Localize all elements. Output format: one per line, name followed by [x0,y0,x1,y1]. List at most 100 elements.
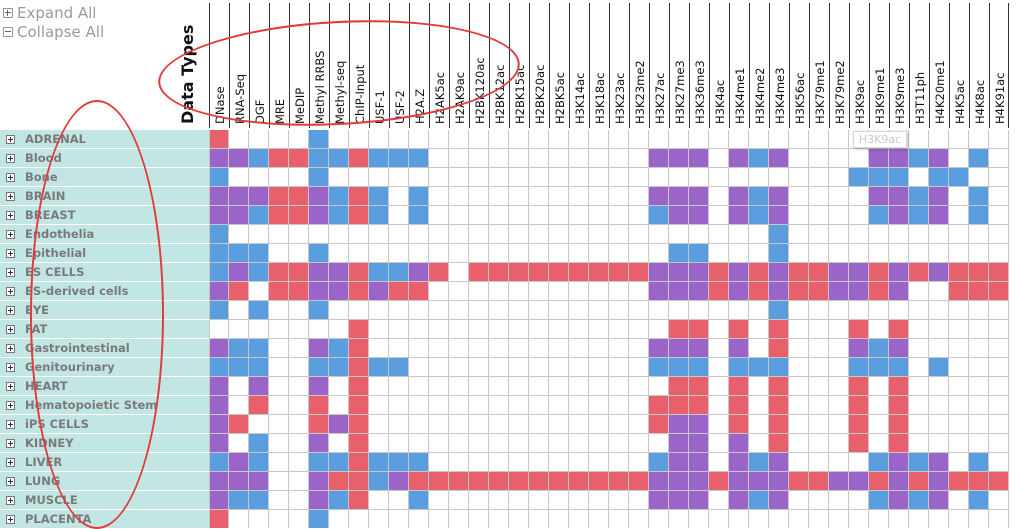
grid-cell[interactable] [689,263,709,282]
grid-cell[interactable] [349,263,369,282]
grid-cell[interactable] [769,301,789,320]
grid-cell[interactable] [229,187,249,206]
grid-cell[interactable] [329,282,349,301]
grid-cell[interactable] [909,491,929,510]
grid-cell[interactable] [349,377,369,396]
grid-cell[interactable] [209,415,229,434]
grid-cell[interactable] [929,263,949,282]
grid-cell[interactable] [949,472,969,491]
expand-row-icon[interactable] [6,267,15,277]
grid-cell[interactable] [209,282,229,301]
tissue-row-ips-cells[interactable]: iPS CELLS [0,415,209,434]
grid-cell[interactable] [249,358,269,377]
grid-cell[interactable] [829,282,849,301]
column-header-rna-seq[interactable]: RNA-Seq [229,3,249,128]
grid-cell[interactable] [769,244,789,263]
grid-cell[interactable] [209,396,229,415]
grid-cell[interactable] [269,263,289,282]
tissue-row-eye[interactable]: EYE [0,301,209,320]
grid-cell[interactable] [409,472,429,491]
grid-cell[interactable] [869,263,889,282]
grid-cell[interactable] [209,510,229,528]
column-header-h2a-z[interactable]: H2A.Z [409,3,429,128]
grid-cell[interactable] [889,206,909,225]
column-header-h2bk15ac[interactable]: H2BK15ac [509,3,529,128]
grid-cell[interactable] [849,472,869,491]
grid-cell[interactable] [669,434,689,453]
grid-cell[interactable] [229,149,249,168]
grid-cell[interactable] [669,472,689,491]
grid-cell[interactable] [329,472,349,491]
grid-cell[interactable] [869,282,889,301]
grid-cell[interactable] [369,187,389,206]
grid-cell[interactable] [349,187,369,206]
grid-cell[interactable] [849,434,869,453]
grid-cell[interactable] [689,415,709,434]
grid-cell[interactable] [729,453,749,472]
grid-cell[interactable] [989,282,1009,301]
grid-cell[interactable] [889,396,909,415]
grid-cell[interactable] [729,472,749,491]
column-header-medip[interactable]: MeDIP [289,3,309,128]
grid-cell[interactable] [469,472,489,491]
grid-cell[interactable] [769,415,789,434]
expand-row-icon[interactable] [6,362,15,372]
grid-cell[interactable] [249,301,269,320]
expand-row-icon[interactable] [6,172,15,182]
grid-cell[interactable] [209,187,229,206]
grid-cell[interactable] [249,472,269,491]
grid-cell[interactable] [309,301,329,320]
column-header-mre[interactable]: MRE [269,3,289,128]
grid-cell[interactable] [729,396,749,415]
grid-cell[interactable] [349,491,369,510]
grid-cell[interactable] [269,187,289,206]
grid-cell[interactable] [269,206,289,225]
grid-cell[interactable] [929,491,949,510]
column-header-h3t11ph[interactable]: H3T11ph [909,3,929,128]
tissue-row-muscle[interactable]: MUSCLE [0,491,209,510]
grid-cell[interactable] [309,130,329,149]
column-header-h4k91ac[interactable]: H4K91ac [989,3,1009,128]
grid-cell[interactable] [329,415,349,434]
grid-cell[interactable] [229,263,249,282]
grid-cell[interactable] [849,358,869,377]
grid-cell[interactable] [689,320,709,339]
grid-cell[interactable] [209,434,229,453]
grid-cell[interactable] [909,453,929,472]
grid-cell[interactable] [409,453,429,472]
grid-cell[interactable] [369,263,389,282]
tissue-row-blood[interactable]: Blood [0,149,209,168]
grid-cell[interactable] [369,149,389,168]
grid-cell[interactable] [289,187,309,206]
grid-cell[interactable] [329,206,349,225]
grid-cell[interactable] [309,491,329,510]
grid-cell[interactable] [249,149,269,168]
grid-cell[interactable] [249,263,269,282]
grid-cell[interactable] [929,358,949,377]
grid-cell[interactable] [709,282,729,301]
column-header-h3k9me1[interactable]: H3K9me1 [869,3,889,128]
grid-cell[interactable] [229,453,249,472]
grid-cell[interactable] [929,168,949,187]
grid-cell[interactable] [329,491,349,510]
grid-cell[interactable] [849,415,869,434]
grid-cell[interactable] [989,263,1009,282]
column-header-h3k36me3[interactable]: H3K36me3 [689,3,709,128]
grid-cell[interactable] [889,320,909,339]
grid-cell[interactable] [569,472,589,491]
grid-cell[interactable] [769,358,789,377]
tissue-row-breast[interactable]: BREAST [0,206,209,225]
expand-row-icon[interactable] [6,419,15,429]
grid-cell[interactable] [309,510,329,528]
grid-cell[interactable] [889,358,909,377]
grid-cell[interactable] [489,263,509,282]
expand-row-icon[interactable] [6,191,15,201]
grid-cell[interactable] [549,472,569,491]
grid-cell[interactable] [229,206,249,225]
grid-cell[interactable] [609,263,629,282]
grid-cell[interactable] [309,358,329,377]
grid-cell[interactable] [309,149,329,168]
column-header-h4k8ac[interactable]: H4K8ac [969,3,989,128]
grid-cell[interactable] [589,263,609,282]
column-header-usf-2[interactable]: USF-2 [389,3,409,128]
